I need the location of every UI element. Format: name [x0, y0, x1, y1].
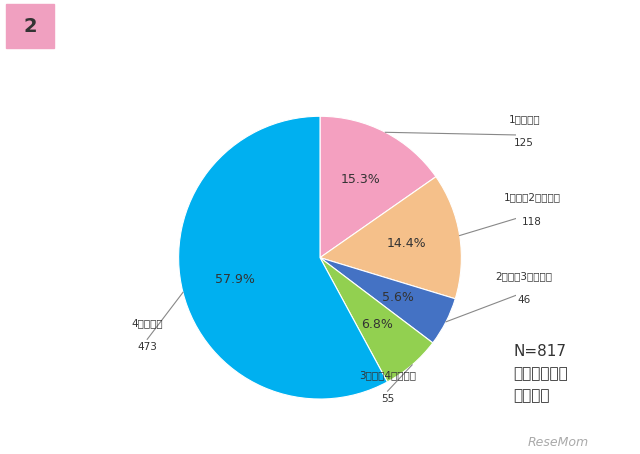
Text: 2時間～3時間未満: 2時間～3時間未満: [496, 271, 553, 281]
Text: 55: 55: [381, 395, 394, 405]
Text: 1時間～2時間未満: 1時間～2時間未満: [504, 192, 561, 202]
Text: 1時間未満: 1時間未満: [508, 114, 540, 124]
Text: 6.8%: 6.8%: [362, 318, 393, 331]
Text: 4時間以上: 4時間以上: [131, 318, 163, 328]
Text: 125: 125: [515, 138, 534, 148]
Text: 57.9%: 57.9%: [215, 273, 255, 286]
Text: 46: 46: [518, 296, 531, 306]
Text: 3時間～4時間未満: 3時間～4時間未満: [359, 370, 416, 380]
Text: 14.4%: 14.4%: [387, 237, 427, 251]
Wedge shape: [320, 116, 436, 258]
Wedge shape: [320, 177, 461, 299]
FancyBboxPatch shape: [6, 4, 54, 48]
Text: 15.3%: 15.3%: [340, 173, 381, 186]
Text: 118: 118: [522, 217, 542, 227]
Text: N=817
複数回答不可
任意回答: N=817 複数回答不可 任意回答: [513, 344, 568, 404]
Wedge shape: [179, 116, 387, 399]
Text: 学校生活における保護者等の平均付添い時間: 学校生活における保護者等の平均付添い時間: [225, 17, 440, 35]
Text: 5.6%: 5.6%: [383, 291, 414, 304]
Text: 473: 473: [137, 342, 157, 352]
Wedge shape: [320, 258, 433, 382]
Text: 2: 2: [24, 17, 38, 35]
Wedge shape: [320, 258, 455, 343]
Text: ReseMom: ReseMom: [527, 436, 589, 449]
